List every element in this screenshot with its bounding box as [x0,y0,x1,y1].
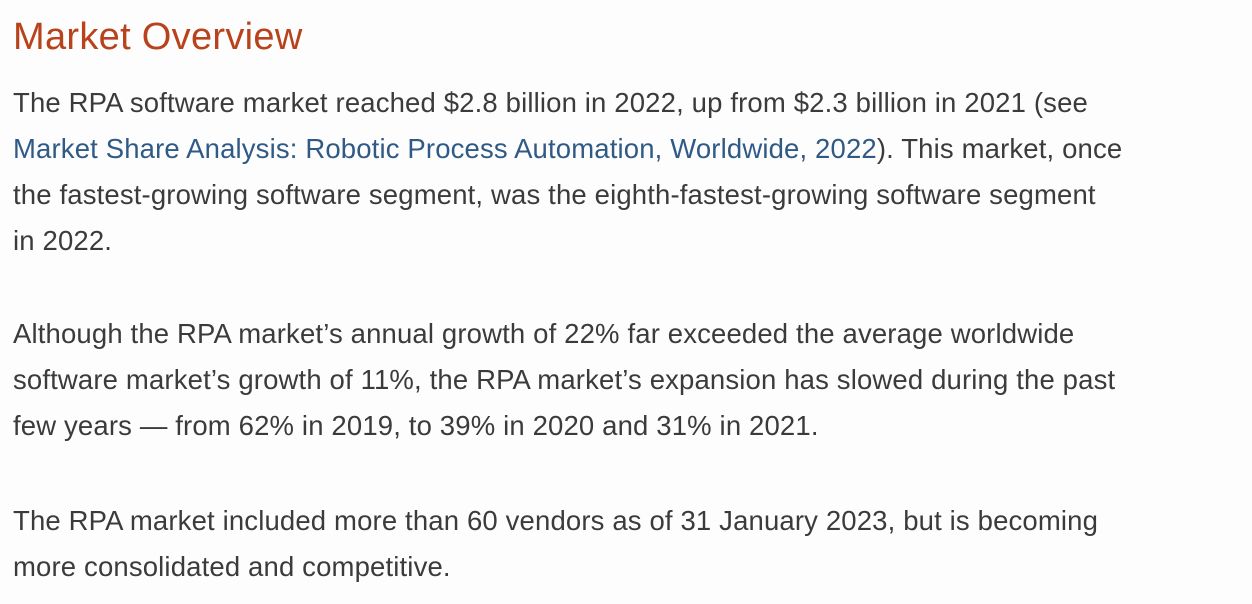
paragraph-line: The RPA software market reached $2.8 bil… [13,87,1088,118]
paragraph-vendors: The RPA market included more than 60 ven… [13,498,1098,590]
paragraph-line: software market’s growth of 11%, the RPA… [13,364,1116,395]
report-link[interactable]: Market Share Analysis: Robotic Process A… [13,133,877,164]
paragraph-line: in 2022. [13,225,113,256]
paragraph-line: the fastest-growing software segment, wa… [13,179,1096,210]
paragraph-line: Market Share Analysis: Robotic Process A… [13,126,1122,172]
paragraph-line: Although the RPA market’s annual growth … [13,318,1075,349]
paragraph-line: The RPA market included more than 60 ven… [13,505,1099,536]
paragraph-growth: Although the RPA market’s annual growth … [13,311,1115,449]
paragraph-text: ). This market, once [876,133,1123,164]
section-heading: Market Overview [13,16,303,58]
paragraph-market-size: The RPA software market reached $2.8 bil… [13,80,1122,264]
paragraph-line: few years — from 62% in 2019, to 39% in … [13,410,819,441]
paragraph-line: more consolidated and competitive. [13,551,451,582]
